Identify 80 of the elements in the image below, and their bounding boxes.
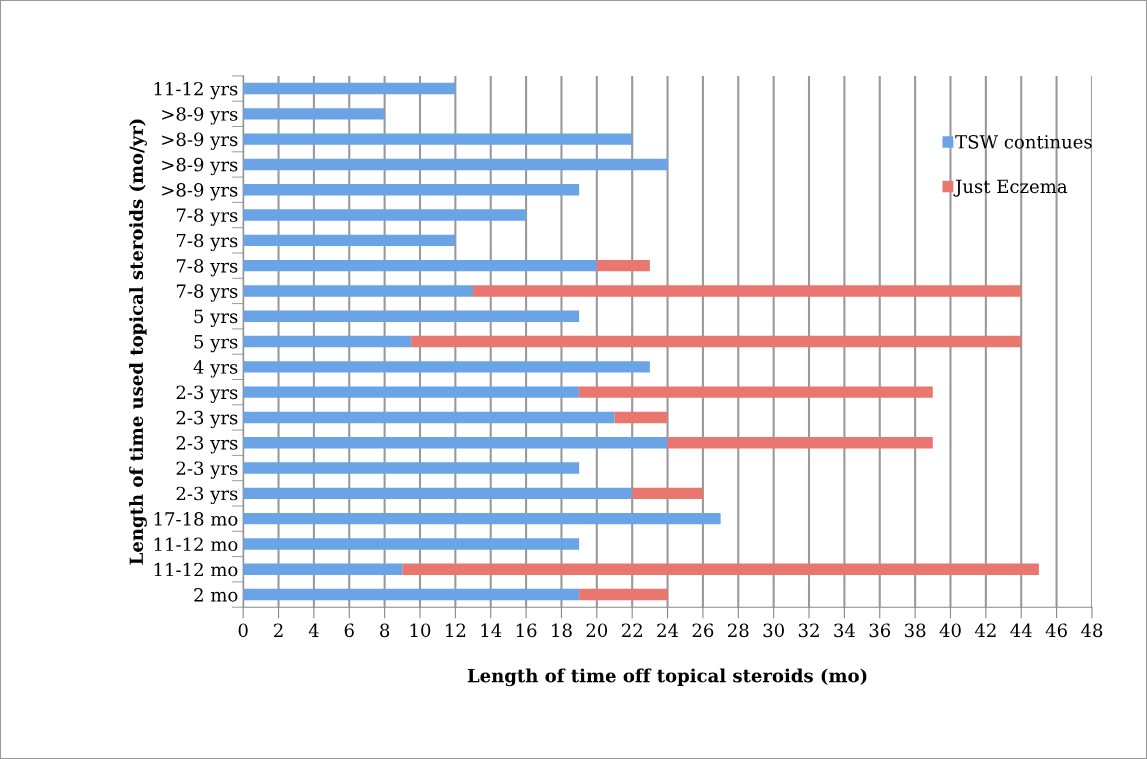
y-tick-label: 11-12 mo xyxy=(154,562,238,577)
y-tick-label: 5 yrs xyxy=(194,335,238,353)
x-tick-label: 16 xyxy=(516,623,537,638)
y-tick-label: >8-9 yrs xyxy=(162,157,238,176)
x-tick-label: 14 xyxy=(481,623,502,637)
y-axis-title: Length of time used topical steroids (mo/yr) xyxy=(129,119,147,565)
bar xyxy=(243,538,580,550)
bar xyxy=(579,588,668,601)
y-tick-label: 11-12 mo xyxy=(154,537,238,552)
bar xyxy=(243,310,580,322)
y-tick-label: 2-3 yrs xyxy=(176,410,238,429)
x-tick-label: 36 xyxy=(869,623,891,638)
x-tick-label: 4 xyxy=(308,623,319,637)
bar xyxy=(411,335,1022,348)
y-tick-label: 7-8 yrs xyxy=(176,208,238,226)
x-tick-label: 10 xyxy=(410,623,431,638)
y-tick-label: 2-3 yrs xyxy=(176,436,238,454)
x-axis-title: Length of time off topical steroids (mo) xyxy=(467,668,867,687)
bar xyxy=(243,108,385,120)
y-tick-label: >8-9 yrs xyxy=(162,132,238,150)
bar xyxy=(243,512,721,525)
x-tick-label: 34 xyxy=(834,623,855,638)
bar xyxy=(596,259,650,272)
bar xyxy=(243,588,580,601)
x-tick-label: 22 xyxy=(621,623,642,637)
bar xyxy=(243,386,580,398)
y-tick-label: 7-8 yrs xyxy=(176,233,238,252)
x-tick-label: 6 xyxy=(344,623,354,638)
y-tick-label: 5 yrs xyxy=(194,309,238,327)
bar xyxy=(243,361,650,373)
bar xyxy=(243,487,633,500)
bar xyxy=(579,386,933,398)
bar xyxy=(243,462,580,474)
x-tick-label: 30 xyxy=(763,623,784,638)
bar xyxy=(667,437,933,449)
y-tick-label: 2-3 yrs xyxy=(176,385,238,403)
y-tick-label: >8-9 yrs xyxy=(162,107,238,125)
y-tick-label: >8-9 yrs xyxy=(162,183,238,201)
bar xyxy=(614,411,668,424)
x-tick-label: 28 xyxy=(728,623,749,638)
bar xyxy=(243,411,615,424)
y-tick-label: 2-3 yrs xyxy=(176,486,238,505)
bar xyxy=(243,133,633,145)
x-tick-label: 44 xyxy=(1010,623,1032,637)
x-tick-label: 42 xyxy=(974,623,996,637)
x-tick-label: 40 xyxy=(939,623,961,638)
x-tick-label: 12 xyxy=(446,623,466,637)
y-tick-label: 2-3 yrs xyxy=(176,461,238,479)
legend-label: Just Eczema xyxy=(953,179,1068,197)
x-tick-label: 32 xyxy=(798,623,819,638)
x-tick-label: 0 xyxy=(238,623,248,638)
bar xyxy=(243,285,474,297)
y-tick-label: 7-8 yrs xyxy=(176,258,238,277)
bar xyxy=(243,158,668,171)
bar xyxy=(243,234,456,247)
y-tick-label: 7-8 yrs xyxy=(176,284,238,302)
bar xyxy=(632,487,703,500)
bar xyxy=(473,285,1022,297)
y-tick-label: 4 yrs xyxy=(193,360,238,378)
x-tick-label: 24 xyxy=(657,623,679,637)
x-tick-label: 2 xyxy=(274,623,283,637)
bar xyxy=(243,82,456,95)
legend-label: TSW continues xyxy=(955,134,1092,149)
bar xyxy=(243,335,412,348)
x-tick-label: 26 xyxy=(692,623,714,638)
x-tick-label: 20 xyxy=(586,623,608,638)
x-tick-label: 48 xyxy=(1081,623,1103,638)
y-tick-label: 2 mo xyxy=(194,588,238,602)
bar xyxy=(402,563,1039,575)
x-tick-label: 46 xyxy=(1045,623,1067,638)
bar xyxy=(243,259,597,272)
bar xyxy=(243,184,580,196)
y-tick-label: 17-18 mo xyxy=(154,512,238,526)
x-tick-label: 8 xyxy=(380,623,390,638)
x-tick-label: 38 xyxy=(905,623,926,638)
bar xyxy=(243,563,403,575)
y-tick-label: 11-12 yrs xyxy=(154,81,238,100)
x-tick-label: 18 xyxy=(552,623,572,638)
bar xyxy=(243,437,668,449)
bar xyxy=(243,209,527,221)
